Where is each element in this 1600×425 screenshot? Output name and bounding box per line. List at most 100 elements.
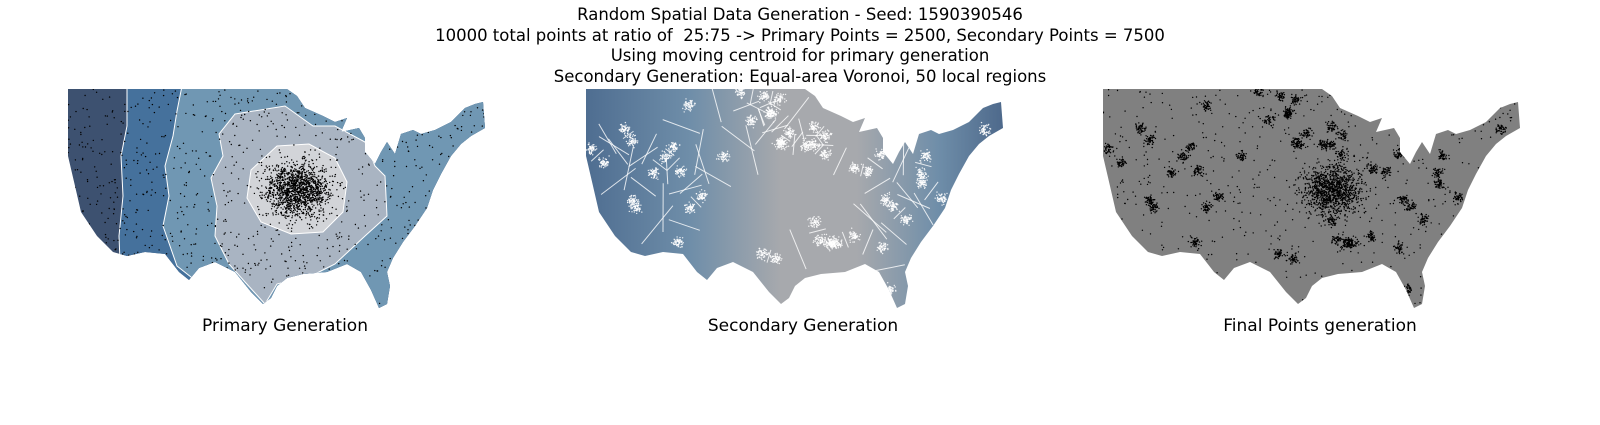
primary-point [309,223,311,226]
secondary-point [689,207,692,210]
primary-point [286,275,288,277]
secondary-point [785,143,787,145]
primary-point [269,223,272,225]
primary-point [380,230,382,232]
title-line: 10000 total points at ratio of 25:75 -> … [435,25,1165,45]
secondary-point [759,254,761,256]
secondary-point [852,231,854,233]
secondary-point [719,153,721,155]
primary-point [280,170,282,173]
primary-point [297,170,300,173]
primary-point [303,189,305,191]
voronoi-edge [622,130,634,140]
primary-point [238,144,240,147]
voronoi-edge [815,134,824,146]
secondary-point [704,192,706,195]
primary-point [278,194,281,196]
secondary-point [887,204,889,207]
primary-point [425,207,427,209]
secondary-point [851,227,853,229]
primary-point [265,156,268,159]
secondary-point [676,148,678,150]
secondary-point [777,147,779,149]
secondary-point [675,173,677,175]
primary-point [348,200,350,202]
secondary-point [663,161,665,163]
primary-point [163,89,165,91]
primary-point [281,214,283,216]
secondary-point [923,159,926,162]
primary-point [214,242,216,245]
primary-point [291,215,294,217]
primary-point [291,159,293,161]
secondary-point [786,142,788,144]
primary-point [106,123,108,125]
secondary-point [704,190,706,192]
primary-point [324,189,327,191]
primary-point [276,170,278,172]
secondary-point [774,253,776,255]
primary-point [126,216,128,219]
secondary-point [940,196,942,198]
primary-point [211,261,214,264]
secondary-point [699,191,701,193]
primary-point [281,172,283,174]
primary-point [257,90,259,92]
secondary-point [876,246,879,249]
secondary-point [773,259,775,261]
primary-point [322,164,324,167]
primary-point [304,204,307,207]
primary-point [285,260,287,263]
primary-point [235,236,238,238]
secondary-point [660,157,662,160]
primary-point [113,117,115,119]
primary-point [312,194,314,196]
primary-point [230,96,232,99]
primary-point [279,185,281,187]
primary-point [290,191,292,193]
secondary-point [765,92,767,94]
secondary-point [787,145,790,147]
secondary-point [920,154,923,157]
primary-point [257,171,259,173]
secondary-point [841,244,843,246]
secondary-point [725,153,727,155]
secondary-point [651,171,654,173]
primary-point [139,172,141,174]
secondary-point [741,94,743,96]
primary-point [271,165,274,167]
secondary-point [853,234,855,237]
primary-point [376,270,378,272]
primary-point [308,154,310,156]
primary-point [281,194,283,196]
primary-point [68,151,69,154]
primary-point [325,186,327,188]
secondary-point [929,161,931,163]
primary-point [219,105,221,107]
secondary-point [665,159,667,162]
secondary-point [648,173,651,175]
primary-point [227,254,229,257]
secondary-point [819,236,821,239]
secondary-point [809,222,811,224]
secondary-point [808,123,811,125]
secondary-point [606,165,608,167]
primary-point [254,262,256,265]
primary-point [302,181,304,184]
secondary-point [634,209,636,212]
secondary-point [816,143,818,145]
primary-point [304,267,306,270]
secondary-point [801,146,803,149]
primary-point [286,194,288,196]
primary-point [228,141,231,143]
secondary-point [827,244,829,247]
primary-point [87,143,89,145]
primary-point [302,197,304,199]
secondary-point [754,115,756,118]
primary-point [318,209,320,211]
primary-point [295,219,297,221]
secondary-point [624,125,626,127]
secondary-point [925,183,927,185]
primary-point [274,183,276,185]
secondary-point [978,129,981,132]
